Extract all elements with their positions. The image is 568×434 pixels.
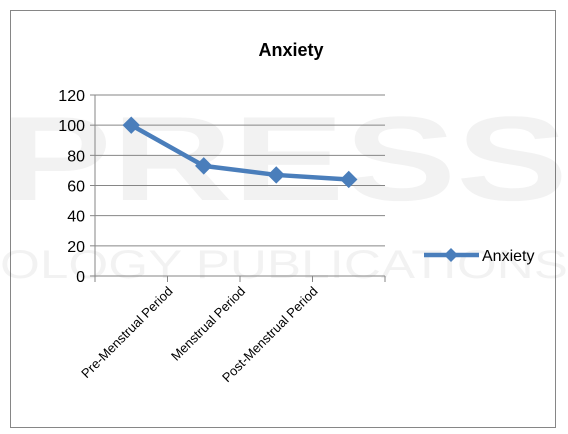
chart-title: Anxiety (258, 40, 323, 60)
legend: Anxiety (424, 248, 534, 265)
y-tick-label: 20 (67, 239, 85, 256)
data-point (122, 116, 140, 134)
y-tick-label: 120 (58, 88, 85, 105)
legend-marker (444, 248, 458, 262)
gridlines (95, 94, 385, 247)
x-tick-label: Menstrual Period (168, 284, 248, 364)
y-tick-label: 40 (67, 209, 85, 226)
y-tick-label: 60 (67, 179, 85, 196)
chart-frame (10, 10, 556, 428)
y-tick-label: 0 (76, 269, 85, 286)
data-point (267, 166, 285, 184)
y-tick-label: 80 (67, 148, 85, 165)
series-line (130, 123, 349, 182)
series-layer (122, 116, 358, 189)
legend-label: Anxiety (482, 248, 534, 265)
axes: 0 20 40 60 80 100 120 Pre-Menstrual PeriodMenst… (58, 88, 386, 385)
x-tick-label: Pre-Menstrual Period (78, 284, 175, 381)
data-point (195, 157, 213, 175)
data-point (340, 170, 358, 189)
y-tick-label: 100 (58, 118, 85, 135)
